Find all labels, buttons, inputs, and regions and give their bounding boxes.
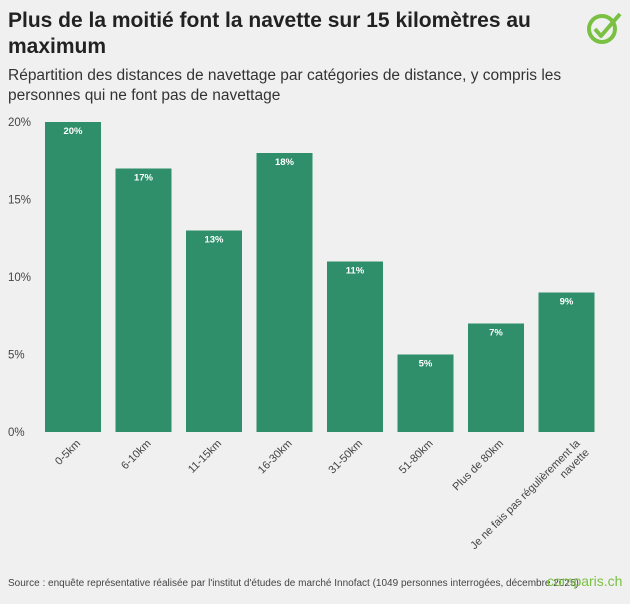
x-tick-label: 31-50km (326, 438, 365, 477)
data-label: 11% (346, 266, 365, 277)
y-tick-label: 10% (8, 272, 31, 284)
data-label: 7% (489, 328, 503, 339)
bar-chart: 0% 5% 10% 15% 20% 20% 0-5km 17% 6-10km 13% 11-15km… (8, 117, 595, 552)
data-label: 5% (419, 359, 433, 370)
chart-subtitle: Répartition des distances de navettage p… (8, 67, 562, 104)
y-tick-label: 15% (8, 195, 31, 207)
data-label: 20% (63, 126, 83, 137)
bar (256, 153, 313, 432)
bar (327, 261, 383, 432)
y-tick-label: 0% (8, 427, 25, 439)
bar (45, 122, 101, 432)
bar (186, 230, 242, 432)
bar (538, 292, 595, 432)
x-tick-label: 6-10km (119, 438, 153, 472)
bar (115, 168, 172, 432)
data-label: 17% (134, 173, 154, 184)
chart-title: Plus de la moitié font la navette sur 15… (8, 9, 531, 58)
source-note: Source : enquête représentative réalisée… (8, 578, 579, 589)
bar (397, 354, 454, 432)
data-label: 18% (275, 157, 295, 168)
x-tick-label: 11-15km (186, 438, 224, 476)
x-tick-label: 51-80km (397, 438, 436, 477)
data-label: 9% (560, 297, 574, 308)
bar (468, 323, 524, 432)
x-tick-label: 16-30km (256, 438, 295, 477)
comparis-check-icon (587, 12, 622, 44)
y-tick-label: 20% (8, 117, 31, 129)
data-label: 13% (204, 235, 224, 246)
x-tick-label: Plus de 80km (451, 438, 507, 494)
y-tick-label: 5% (8, 350, 25, 362)
x-tick-label: 0-5km (53, 438, 83, 468)
brand-logo: comparis.ch (547, 573, 623, 589)
